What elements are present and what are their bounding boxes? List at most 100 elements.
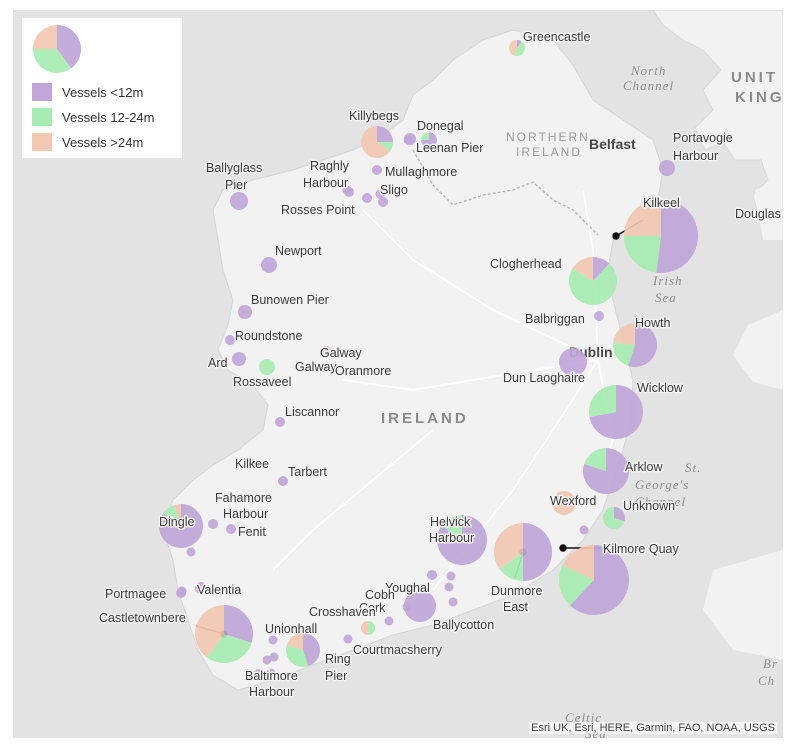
helvick-label: Helvick	[430, 515, 471, 529]
pie-slice-kilkeel-1	[624, 236, 661, 273]
pie-howth[interactable]	[613, 323, 657, 367]
pie-valentia[interactable]	[195, 582, 207, 594]
pie-youghal[interactable]	[427, 570, 437, 580]
port-labels: Greencastle Portavogie Harbour Killybegs…	[98, 29, 735, 701]
pie-rosses-point[interactable]	[362, 193, 372, 203]
pie-kilmore-quay[interactable]	[559, 545, 630, 615]
portavogie-label-2: Harbour	[673, 149, 718, 163]
st-georges-label-2: George's	[635, 477, 689, 492]
leenan-pier-label: Leenan Pier	[416, 141, 483, 155]
ni-border	[412, 149, 599, 236]
map-canvas: North Channel UNIT KING NORTHERN IRELAND…	[98, 10, 783, 738]
pie-slice-tarbert-0	[278, 476, 288, 486]
kilkeel-label: Kilkeel	[643, 196, 680, 210]
ni-label-2: IRELAND	[516, 145, 582, 159]
pie-castletownbere[interactable]	[194, 605, 254, 664]
map-view[interactable]: North Channel UNIT KING NORTHERN IRELAND…	[13, 10, 783, 738]
road-network	[272, 189, 615, 591]
port-dot-3[interactable]	[448, 597, 458, 607]
great-britain-landmass	[652, 10, 783, 216]
pie-balbriggan[interactable]	[594, 311, 604, 321]
legend-swatch-small	[32, 83, 52, 101]
pie-raghly-harbour[interactable]	[344, 187, 354, 197]
port-pie-layer	[159, 40, 698, 681]
pie-fenit[interactable]	[226, 524, 236, 534]
helvick-label-2: Harbour	[429, 531, 474, 545]
pie-fahamore-harbour[interactable]	[208, 519, 218, 529]
port-dot-1[interactable]	[446, 571, 456, 581]
pie-bunowen-pier[interactable]	[238, 305, 252, 319]
pie-slice-howth-1	[613, 342, 635, 366]
pie-slice-helvick-harbour-1	[441, 515, 462, 540]
pie-portavogie-harbour[interactable]	[659, 160, 675, 176]
ring-label-2: Pier	[325, 669, 347, 683]
pie-arklow[interactable]	[582, 448, 629, 494]
pie-slice-ard-0	[232, 352, 246, 366]
port-dot-6[interactable]	[343, 634, 353, 644]
pie-unknown[interactable]	[602, 507, 626, 529]
pie-slice-ballyglass-pier-0	[230, 192, 248, 210]
fenit-label: Fenit	[238, 525, 266, 539]
pie-ard[interactable]	[232, 352, 246, 366]
ireland-label: IRELAND	[381, 410, 469, 427]
port-dot-11[interactable]	[186, 547, 196, 557]
pie-clogherhead[interactable]	[569, 257, 618, 305]
pie-portmagee[interactable]	[176, 588, 186, 598]
rosses-point-label: Rosses Point	[281, 203, 355, 217]
pie-slice-wicklow-0	[589, 385, 643, 440]
port-dot-7[interactable]	[268, 635, 278, 645]
unionhall-label: Unionhall	[265, 622, 317, 636]
pie-slice-kilmore-quay-1	[559, 565, 594, 606]
dingle-label: Dingle	[159, 515, 194, 529]
port-dot-2[interactable]	[444, 582, 454, 592]
pie-tarbert[interactable]	[278, 476, 288, 486]
dunmore-label-2: East	[503, 600, 529, 614]
pie-slice-clogherhead-1	[569, 263, 618, 305]
port-dot-14[interactable]	[375, 189, 385, 199]
pie-baltimore-harbour[interactable]	[253, 669, 265, 681]
pie-rossaveel[interactable]	[259, 359, 275, 375]
celtic-sea-label: Celtic	[565, 710, 602, 725]
pie-dingle[interactable]	[159, 504, 204, 548]
pie-liscannor[interactable]	[275, 417, 285, 427]
pie-slice-unionhall-1	[285, 644, 309, 667]
port-dot-8[interactable]	[269, 652, 279, 662]
pie-newport[interactable]	[261, 257, 277, 273]
pie-wexford[interactable]	[552, 491, 576, 515]
uk-label-2: KING	[735, 89, 783, 106]
pie-kilkeel[interactable]	[624, 199, 698, 273]
valentia-label: Valentia	[197, 583, 241, 597]
raghly-label: Raghly	[310, 159, 350, 173]
pie-greencastle[interactable]	[508, 40, 525, 56]
pie-galway[interactable]	[321, 346, 331, 356]
irish-sea-label: Irish	[652, 273, 683, 288]
pie-leenan-pier[interactable]	[421, 132, 437, 148]
port-dot-10[interactable]	[266, 668, 276, 678]
pie-crosshaven[interactable]	[361, 621, 375, 635]
pie-slice-crosshaven-2	[361, 621, 368, 635]
pie-roundstone[interactable]	[225, 335, 235, 345]
pie-slice-greencastle-1	[514, 41, 525, 56]
pie-killybegs[interactable]	[361, 126, 393, 158]
pie-helvick-harbour[interactable]	[437, 515, 487, 565]
pie-mullaghmore[interactable]	[372, 165, 382, 175]
pie-unionhall[interactable]	[285, 633, 321, 667]
newport-label: Newport	[275, 244, 322, 258]
pie-dun-laoghaire[interactable]	[559, 348, 587, 376]
pie-donegal[interactable]	[404, 133, 416, 145]
kilkee-label: Kilkee	[235, 457, 269, 471]
port-dot-9[interactable]	[262, 655, 272, 665]
pie-slice-wicklow-1	[589, 385, 616, 418]
pie-sligo[interactable]	[378, 197, 388, 207]
map-legend: Vessels <12m Vessels 12-24m Vessels >24m	[22, 18, 182, 158]
pie-ballycotton[interactable]	[404, 590, 436, 622]
roundstone-label: Roundstone	[235, 329, 302, 343]
pie-dunmore-east[interactable]	[494, 523, 552, 581]
pie-ballyglass-pier[interactable]	[230, 192, 248, 210]
pie-slice-youghal-0	[427, 570, 437, 580]
north-channel-label: North	[630, 63, 666, 78]
port-dot-5[interactable]	[384, 616, 394, 626]
pie-legend-sample[interactable]	[33, 25, 81, 73]
port-dot-12[interactable]	[579, 525, 589, 535]
pie-wicklow[interactable]	[589, 385, 643, 440]
